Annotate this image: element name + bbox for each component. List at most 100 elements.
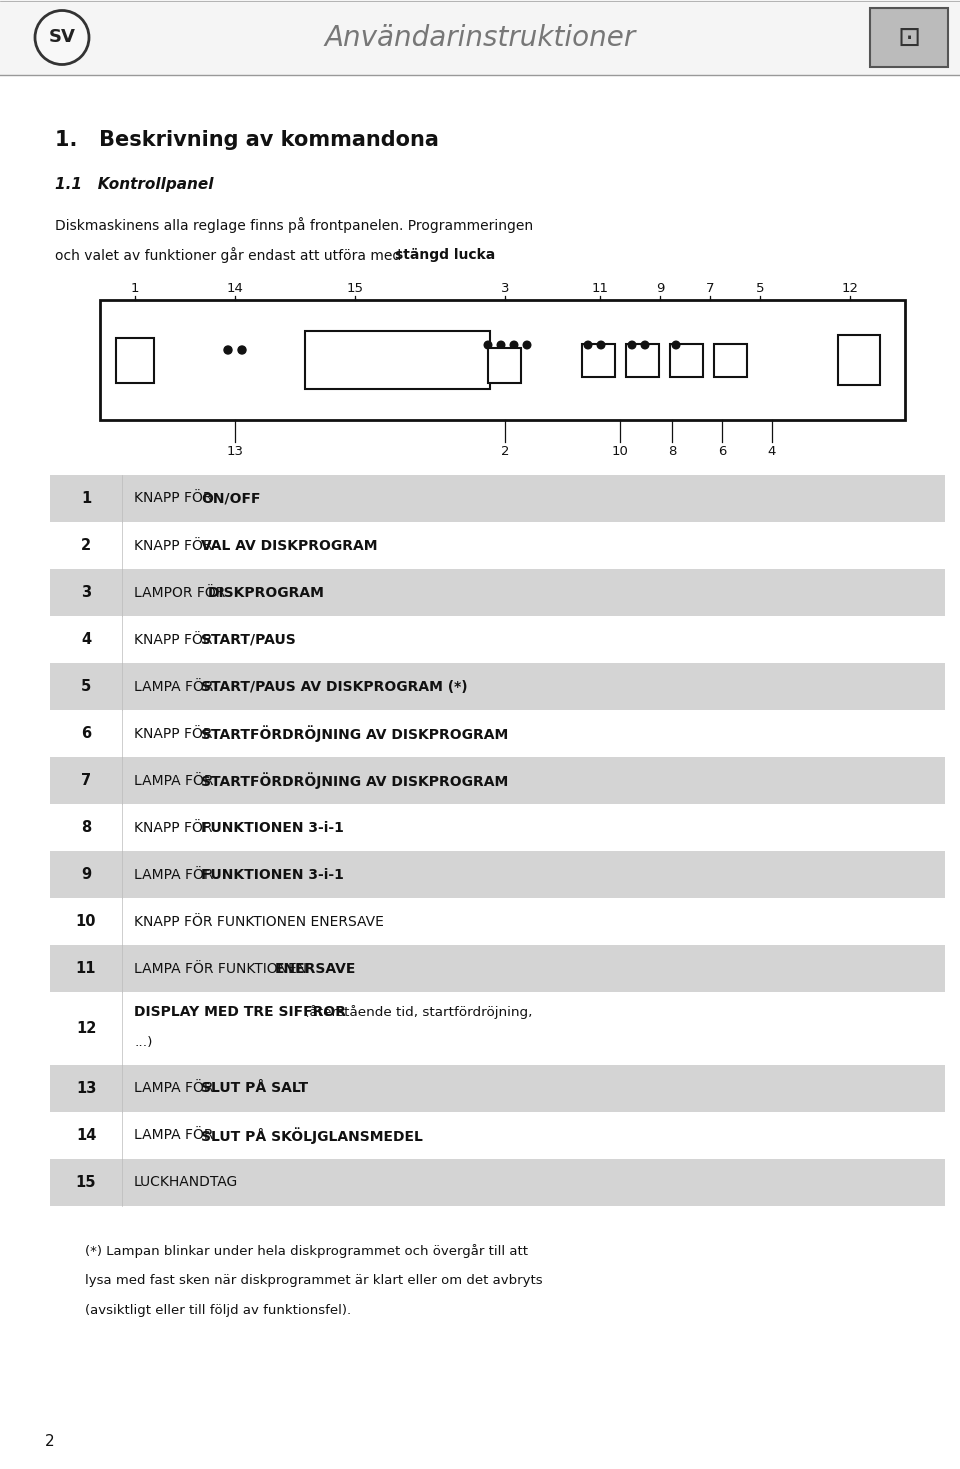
Text: 6: 6 bbox=[81, 726, 91, 740]
Text: 15: 15 bbox=[76, 1175, 96, 1190]
Text: och valet av funktioner går endast att utföra med: och valet av funktioner går endast att u… bbox=[55, 247, 406, 263]
Bar bbox=[305, 331, 490, 389]
Circle shape bbox=[484, 341, 492, 348]
Bar bbox=[50, 851, 945, 898]
Bar bbox=[626, 344, 659, 376]
Text: Diskmaskinens alla reglage finns på frontpanelen. Programmeringen: Diskmaskinens alla reglage finns på fron… bbox=[55, 217, 533, 234]
Text: 9: 9 bbox=[656, 282, 664, 295]
Circle shape bbox=[523, 341, 531, 348]
Text: Användarinstruktioner: Användarinstruktioner bbox=[324, 24, 636, 51]
Circle shape bbox=[628, 341, 636, 348]
Text: LAMPA FÖR: LAMPA FÖR bbox=[134, 680, 218, 693]
Text: 14: 14 bbox=[76, 1128, 96, 1143]
Bar bbox=[50, 474, 945, 521]
Text: KNAPP FÖR: KNAPP FÖR bbox=[134, 633, 217, 646]
Text: (*) Lampan blinkar under hela diskprogrammet och övergår till att: (*) Lampan blinkar under hela diskprogra… bbox=[85, 1244, 528, 1257]
Text: 8: 8 bbox=[81, 820, 91, 834]
Text: 13: 13 bbox=[227, 445, 244, 458]
Text: 14: 14 bbox=[227, 282, 244, 295]
Bar bbox=[714, 344, 747, 376]
Text: DISPLAY MED TRE SIFFROR: DISPLAY MED TRE SIFFROR bbox=[134, 1005, 346, 1019]
Bar bbox=[488, 348, 521, 382]
Text: ON/OFF: ON/OFF bbox=[201, 492, 260, 505]
Text: 11: 11 bbox=[76, 961, 96, 975]
Bar bbox=[50, 945, 945, 992]
Text: 4: 4 bbox=[768, 445, 777, 458]
Bar bbox=[100, 300, 905, 420]
Circle shape bbox=[672, 341, 680, 348]
Text: 10: 10 bbox=[76, 914, 96, 928]
Text: 1.1   Kontrollpanel: 1.1 Kontrollpanel bbox=[55, 178, 213, 192]
Text: 9: 9 bbox=[81, 867, 91, 881]
Text: 12: 12 bbox=[76, 1021, 96, 1036]
Text: 2: 2 bbox=[501, 445, 509, 458]
Text: 2: 2 bbox=[45, 1434, 55, 1448]
Text: .: . bbox=[481, 248, 485, 261]
Text: 7: 7 bbox=[81, 773, 91, 787]
Text: LUCKHANDTAG: LUCKHANDTAG bbox=[134, 1175, 238, 1190]
Text: 15: 15 bbox=[347, 282, 364, 295]
Text: KNAPP FÖR: KNAPP FÖR bbox=[134, 492, 217, 505]
Text: 6: 6 bbox=[718, 445, 726, 458]
Bar bbox=[50, 804, 945, 851]
Text: 4: 4 bbox=[81, 632, 91, 646]
Circle shape bbox=[224, 347, 232, 354]
Text: LAMPA FÖR: LAMPA FÖR bbox=[134, 1081, 218, 1096]
Text: 1.   Beskrivning av kommandona: 1. Beskrivning av kommandona bbox=[55, 129, 439, 150]
Text: START/PAUS: START/PAUS bbox=[201, 633, 296, 646]
Text: KNAPP FÖR: KNAPP FÖR bbox=[134, 539, 217, 552]
Text: STARTFÖRDRÖJNING AV DISKPROGRAM: STARTFÖRDRÖJNING AV DISKPROGRAM bbox=[201, 726, 508, 742]
Text: KNAPP FÖR FUNKTIONEN ENERSAVE: KNAPP FÖR FUNKTIONEN ENERSAVE bbox=[134, 915, 384, 928]
Text: SV: SV bbox=[49, 28, 76, 47]
Circle shape bbox=[238, 347, 246, 354]
Circle shape bbox=[497, 341, 505, 348]
Text: 10: 10 bbox=[612, 445, 629, 458]
Bar bbox=[50, 1065, 945, 1112]
Text: (återstående tid, startfördröjning,: (återstående tid, startfördröjning, bbox=[300, 1005, 532, 1019]
Text: lysa med fast sken när diskprogrammet är klart eller om det avbryts: lysa med fast sken när diskprogrammet är… bbox=[85, 1274, 542, 1287]
Text: 5: 5 bbox=[756, 282, 764, 295]
Bar bbox=[116, 338, 154, 382]
Text: START/PAUS AV DISKPROGRAM (*): START/PAUS AV DISKPROGRAM (*) bbox=[201, 680, 468, 693]
Text: 1: 1 bbox=[131, 282, 139, 295]
Text: SLUT PÅ SKÖLJGLANSMEDEL: SLUT PÅ SKÖLJGLANSMEDEL bbox=[201, 1127, 422, 1144]
Bar bbox=[670, 344, 703, 376]
Circle shape bbox=[641, 341, 649, 348]
Text: DISKPROGRAM: DISKPROGRAM bbox=[207, 586, 324, 599]
Bar bbox=[50, 616, 945, 663]
Text: LAMPA FÖR: LAMPA FÖR bbox=[134, 774, 218, 787]
Text: STARTFÖRDRÖJNING AV DISKPROGRAM: STARTFÖRDRÖJNING AV DISKPROGRAM bbox=[201, 773, 508, 789]
Text: KNAPP FÖR: KNAPP FÖR bbox=[134, 821, 217, 834]
Bar bbox=[50, 757, 945, 804]
Bar bbox=[838, 335, 880, 385]
Bar bbox=[50, 992, 945, 1065]
Text: FUNKTIONEN 3-i-1: FUNKTIONEN 3-i-1 bbox=[201, 821, 344, 834]
Text: SLUT PÅ SALT: SLUT PÅ SALT bbox=[201, 1081, 308, 1096]
Text: ⊡: ⊡ bbox=[898, 24, 921, 51]
Text: LAMPA FÖR: LAMPA FÖR bbox=[134, 868, 218, 881]
Bar bbox=[50, 521, 945, 569]
Text: KNAPP FÖR: KNAPP FÖR bbox=[134, 727, 217, 740]
Bar bbox=[50, 569, 945, 616]
Text: 7: 7 bbox=[706, 282, 714, 295]
Text: 2: 2 bbox=[81, 538, 91, 552]
Text: FUNKTIONEN 3-i-1: FUNKTIONEN 3-i-1 bbox=[201, 868, 344, 881]
Text: stängd lucka: stängd lucka bbox=[395, 248, 495, 261]
Circle shape bbox=[597, 341, 605, 348]
Circle shape bbox=[510, 341, 517, 348]
Bar bbox=[50, 710, 945, 757]
Circle shape bbox=[585, 341, 591, 348]
Text: 3: 3 bbox=[501, 282, 509, 295]
Text: 5: 5 bbox=[81, 679, 91, 693]
Text: 13: 13 bbox=[76, 1081, 96, 1096]
Text: LAMPA FÖR: LAMPA FÖR bbox=[134, 1128, 218, 1143]
Text: LAMPA FÖR FUNKTIONEN: LAMPA FÖR FUNKTIONEN bbox=[134, 962, 311, 975]
Bar bbox=[50, 663, 945, 710]
Bar bbox=[50, 1159, 945, 1206]
Bar bbox=[582, 344, 615, 376]
Bar bbox=[50, 1112, 945, 1159]
Text: 8: 8 bbox=[668, 445, 676, 458]
Text: (avsiktligt eller till följd av funktionsfel).: (avsiktligt eller till följd av funktion… bbox=[85, 1304, 351, 1316]
Text: 12: 12 bbox=[842, 282, 858, 295]
Text: LAMPOR FÖR: LAMPOR FÖR bbox=[134, 586, 229, 599]
